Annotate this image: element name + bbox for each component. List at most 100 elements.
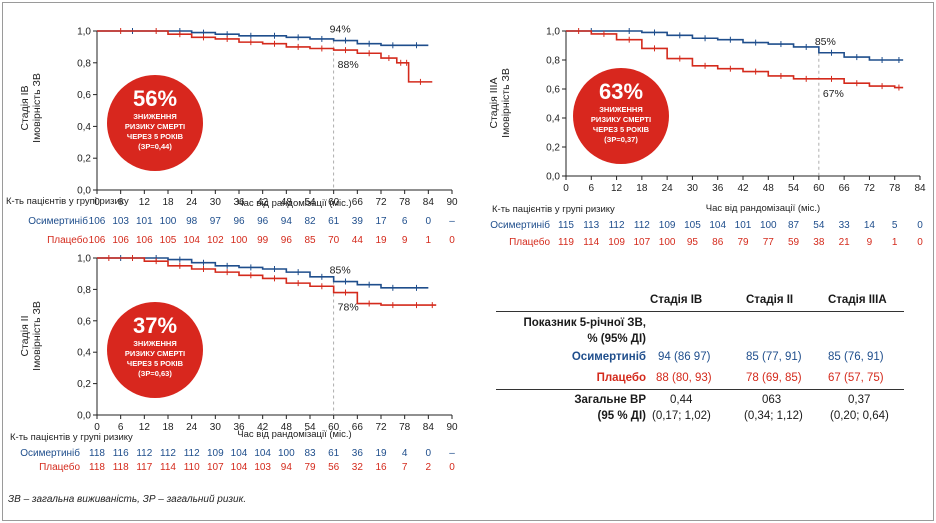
y-tick-label: 0,2: [77, 154, 91, 165]
row-hr-ii-ci: (0,34; 1,12): [744, 410, 803, 422]
risk-count-osimertinib: 112: [609, 220, 625, 231]
risk-count-osimertinib: 112: [136, 448, 152, 459]
risk-count-osimertinib: 115: [558, 220, 574, 231]
risk-count-placebo: 1: [892, 237, 898, 248]
x-tick-label: 90: [446, 197, 458, 208]
risk-table-header: К-ть пацієнтів у групі ризику: [492, 204, 615, 215]
x-tick-label: 36: [712, 183, 724, 194]
risk-count-placebo: 2: [426, 462, 432, 473]
risk-count-placebo: 79: [304, 462, 316, 473]
risk-count-placebo: 19: [375, 235, 387, 246]
y-axis-label: Стадія IBІмовірність ЗВ: [19, 73, 43, 143]
risk-count-osimertinib: 113: [583, 220, 599, 231]
risk-label-placebo: Плацебо: [39, 461, 80, 473]
x-tick-label: 12: [139, 422, 151, 433]
risk-count-placebo: 105: [160, 235, 177, 246]
risk-count-osimertinib: 109: [207, 448, 224, 459]
risk-count-placebo: 99: [257, 235, 269, 246]
x-tick-label: 48: [281, 422, 293, 433]
x-tick-label: 66: [352, 422, 364, 433]
x-tick-label: 84: [914, 183, 926, 194]
risk-count-placebo: 32: [352, 462, 364, 473]
annotation-osimertinib: 85%: [815, 36, 836, 48]
risk-count-placebo: 100: [659, 237, 676, 248]
row-5yr-label-2: % (95% ДІ): [587, 333, 646, 345]
risk-label-osimertinib: Осимертиніб: [20, 447, 80, 459]
x-tick-label: 60: [328, 197, 340, 208]
badge-text-line: (ЗР=0,37): [604, 135, 638, 144]
row-osimertinib-label: Осимертиніб: [571, 351, 646, 363]
risk-count-osimertinib: 39: [352, 216, 364, 227]
annotation-osimertinib: 85%: [330, 265, 351, 277]
row-placebo-iiia: 67 (57, 75): [828, 372, 884, 384]
y-tick-label: 0,4: [77, 122, 91, 133]
risk-count-osimertinib: 118: [89, 448, 105, 459]
y-tick-label: 0,6: [77, 90, 91, 101]
x-tick-label: 30: [687, 183, 699, 194]
x-tick-label: 6: [589, 183, 595, 194]
x-axis-label: Час від рандомізації (міс.): [706, 203, 820, 214]
risk-reduction-badge: [107, 302, 203, 398]
risk-count-placebo: 100: [231, 235, 248, 246]
risk-count-osimertinib: 83: [304, 448, 316, 459]
row-osimertinib-iiia: 85 (76, 91): [828, 351, 884, 363]
risk-count-osimertinib: 96: [233, 216, 245, 227]
y-tick-label: 0,6: [546, 85, 560, 96]
row-placebo-ib: 88 (80, 93): [656, 372, 712, 384]
km-curve-placebo: [566, 30, 904, 89]
risk-count-osimertinib: 82: [304, 216, 316, 227]
risk-count-placebo: 16: [375, 462, 387, 473]
risk-count-osimertinib: 0: [917, 220, 923, 231]
x-tick-label: 60: [813, 183, 825, 194]
risk-count-placebo: 44: [352, 235, 364, 246]
badge-text-line: ЗНИЖЕННЯ: [133, 112, 177, 121]
row-hr-iiia: 0,37: [848, 394, 871, 406]
risk-count-placebo: 79: [737, 237, 749, 248]
row-hr-label-2: (95 % ДІ): [597, 410, 646, 422]
table-header-ii: Стадія II: [746, 294, 794, 306]
risk-count-osimertinib: 112: [184, 448, 200, 459]
x-tick-label: 0: [94, 422, 100, 433]
risk-count-osimertinib: 105: [684, 220, 701, 231]
risk-count-osimertinib: 112: [634, 220, 650, 231]
risk-count-osimertinib: 19: [375, 448, 387, 459]
annotation-osimertinib: 94%: [330, 24, 351, 36]
risk-count-placebo: 0: [917, 237, 923, 248]
x-tick-label: 0: [94, 197, 100, 208]
badge-text-line: РИЗИКУ СМЕРТІ: [125, 349, 185, 358]
risk-count-osimertinib: 97: [210, 216, 222, 227]
risk-count-placebo: 85: [304, 235, 316, 246]
risk-count-placebo: 118: [89, 462, 105, 473]
row-hr-iiia-ci: (0,20; 0,64): [830, 410, 889, 422]
table-header-iiia: Стадія IIIA: [828, 294, 887, 306]
y-axis-label-line: Імовірність ЗВ: [31, 301, 43, 371]
y-tick-label: 0,0: [77, 186, 91, 197]
y-tick-label: 0,8: [546, 56, 560, 67]
y-axis-label: Стадія IIIAІмовірність ЗВ: [488, 68, 512, 138]
km-panel-stage-ib: 0,00,20,40,60,81,00 6 12 18 24 30 36 42 48 54 60 66…: [6, 24, 458, 246]
risk-count-placebo: 59: [788, 237, 800, 248]
x-tick-label: 84: [423, 422, 435, 433]
risk-count-placebo: 86: [712, 237, 724, 248]
badge-text-line: (ЗР=0,63): [138, 369, 172, 378]
risk-count-osimertinib: 103: [112, 216, 129, 227]
x-tick-label: 54: [304, 197, 316, 208]
x-tick-label: 30: [210, 422, 222, 433]
x-tick-label: 42: [737, 183, 749, 194]
y-tick-label: 1,0: [77, 254, 91, 265]
risk-count-osimertinib: 36: [352, 448, 364, 459]
risk-label-osimertinib: Осимертиніб: [490, 219, 550, 231]
y-tick-label: 1,0: [546, 27, 560, 38]
risk-count-osimertinib: 61: [328, 216, 340, 227]
risk-count-placebo: 104: [231, 462, 248, 473]
x-tick-label: 18: [162, 197, 174, 208]
risk-label-osimertinib: Осимертиніб: [28, 215, 88, 227]
risk-count-placebo: 102: [207, 235, 224, 246]
risk-count-osimertinib: 100: [160, 216, 177, 227]
x-tick-label: 24: [662, 183, 674, 194]
risk-count-placebo: 9: [402, 235, 408, 246]
risk-count-placebo: 106: [136, 235, 153, 246]
x-tick-label: 78: [399, 197, 411, 208]
x-tick-label: 48: [763, 183, 775, 194]
